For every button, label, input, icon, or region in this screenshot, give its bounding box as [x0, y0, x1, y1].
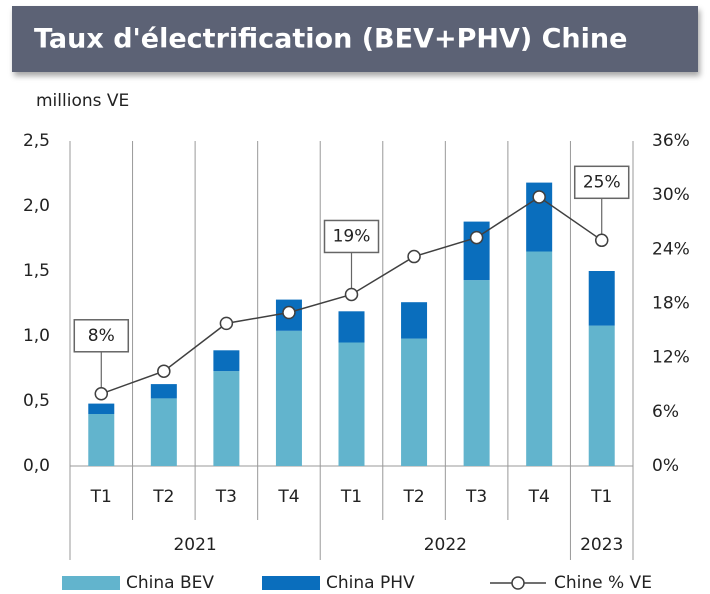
x-tick-label: T2	[402, 487, 424, 507]
group-label: 2021	[173, 535, 216, 555]
line-marker	[532, 190, 546, 204]
data-label: 19%	[333, 226, 371, 246]
annotation-box	[73, 319, 130, 353]
bar	[88, 403, 115, 414]
legend-marker	[511, 576, 525, 590]
line-marker	[282, 305, 296, 320]
annotation-box	[323, 219, 380, 254]
data-label: 25%	[583, 172, 621, 192]
line-marker	[219, 316, 234, 331]
y2-tick-label: 0%	[652, 456, 679, 476]
legend-label: Chine % VE	[554, 573, 652, 593]
y-tick-label: 1,0	[23, 326, 50, 346]
bar	[88, 414, 115, 466]
bar	[338, 311, 365, 343]
y2-tick-label: 12%	[652, 348, 690, 368]
chart-title: Taux d'électrification (BEV+PHV) Chine	[34, 24, 627, 55]
x-tick-label: T1	[90, 487, 112, 507]
bar	[338, 342, 365, 466]
x-tick-label: T4	[277, 487, 299, 507]
bar	[401, 302, 428, 339]
legend-swatch	[62, 576, 120, 590]
x-tick-label: T1	[590, 487, 612, 507]
bar	[213, 371, 240, 466]
bar	[526, 251, 553, 466]
x-tick-label: T4	[528, 487, 550, 507]
x-tick-label: T3	[465, 487, 487, 507]
y-tick-label: 0,5	[23, 391, 50, 411]
y2-tick-label: 36%	[652, 131, 690, 151]
data-label: 8%	[88, 326, 115, 346]
bar	[213, 350, 240, 372]
y-tick-label: 2,5	[23, 131, 50, 151]
line-marker	[94, 387, 109, 401]
bar	[588, 325, 615, 466]
line-marker	[344, 287, 359, 302]
bar	[150, 398, 177, 466]
y-tick-label: 1,5	[23, 261, 50, 281]
bar	[401, 338, 428, 466]
bar	[463, 221, 490, 281]
line-marker	[157, 364, 171, 378]
x-tick-label: T3	[215, 487, 237, 507]
y2-tick-label: 24%	[652, 239, 690, 259]
title-banner	[12, 6, 698, 72]
line-marker	[594, 233, 609, 248]
x-tick-label: T2	[152, 487, 174, 507]
y-tick-label: 2,0	[23, 196, 50, 216]
y-axis-label: millions VE	[36, 91, 129, 111]
x-tick-label: T1	[340, 487, 362, 507]
annotation-box	[573, 165, 630, 200]
bar	[275, 330, 302, 466]
y2-tick-label: 6%	[652, 402, 679, 422]
legend-label: China BEV	[126, 573, 214, 593]
line-marker	[469, 230, 484, 245]
group-label: 2023	[580, 535, 623, 555]
y2-tick-label: 30%	[652, 185, 690, 205]
y2-tick-label: 18%	[652, 294, 690, 314]
legend-swatch	[262, 576, 320, 590]
bar	[463, 280, 490, 466]
group-label: 2022	[424, 535, 467, 555]
bar	[150, 384, 177, 399]
line-marker	[407, 249, 421, 264]
legend-label: China PHV	[326, 573, 415, 593]
bar	[588, 271, 615, 326]
y-tick-label: 0,0	[23, 456, 50, 476]
